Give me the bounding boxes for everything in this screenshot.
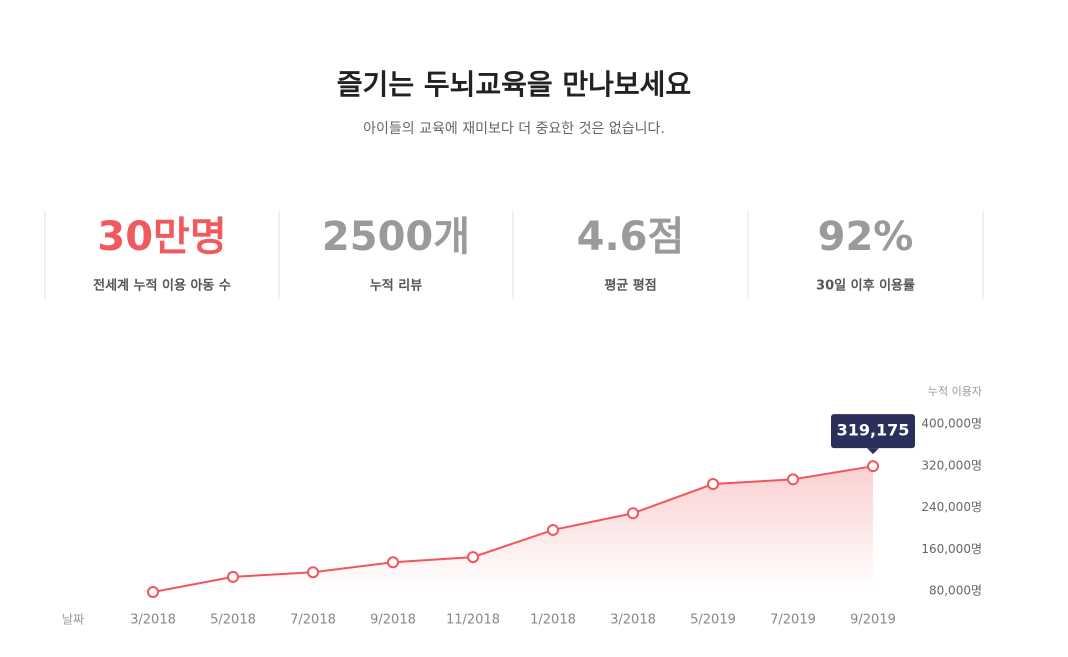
stat-label: 전세계 누적 이용 아동 수	[93, 278, 231, 294]
x-tick-label: 3/2018	[610, 613, 656, 628]
y-tick-label: 80,000명	[929, 584, 982, 598]
point	[147, 586, 159, 599]
point	[787, 473, 799, 486]
x-tick-label: 11/2018	[446, 613, 500, 628]
x-tick-label: 5/2018	[210, 613, 256, 628]
x-tick-label: 3/2018	[130, 613, 176, 628]
stat-value: 92%	[818, 214, 914, 260]
tooltip-label: 319,175	[837, 421, 910, 440]
tooltip-box	[831, 414, 915, 449]
x-tick-label: 9/2018	[370, 613, 416, 628]
point	[707, 478, 719, 491]
point	[227, 570, 239, 583]
point	[867, 460, 879, 473]
x-tick-label: 7/2018	[290, 613, 336, 628]
point	[627, 507, 639, 520]
stat-value: 2500개	[322, 214, 470, 260]
line	[152, 465, 874, 594]
stat-label: 누적 리뷰	[370, 278, 422, 294]
y-tick-label: 320,000명	[921, 458, 982, 472]
tooltip-arrow	[867, 448, 879, 455]
x-tick-label: 7/2019	[770, 613, 816, 628]
y-tick-label: 160,000명	[921, 542, 982, 556]
y-tick-label: 400,000명	[921, 417, 982, 431]
stat-value: 30만명	[97, 214, 226, 260]
point	[387, 556, 399, 569]
stat-label: 30일 이후 이용률	[816, 278, 915, 294]
title: 즐기는 두뇌교육을 만나보세요	[337, 68, 691, 101]
x-axis-title: 날짜	[62, 613, 84, 627]
y-axis-title: 누적 이용자	[928, 385, 982, 398]
point	[467, 551, 479, 564]
y-tick-label: 240,000명	[921, 500, 982, 514]
x-tick-label: 9/2019	[850, 613, 896, 628]
stat-label: 평균 평점	[604, 278, 656, 294]
point	[547, 523, 559, 536]
point	[307, 566, 319, 579]
area	[153, 466, 873, 593]
stat-value: 4.6점	[577, 214, 685, 260]
x-tick-label: 1/2018	[530, 613, 576, 628]
subtitle: 아이들의 교육에 재미보다 더 중요한 것은 없습니다.	[363, 121, 665, 137]
x-tick-label: 5/2019	[690, 613, 736, 628]
